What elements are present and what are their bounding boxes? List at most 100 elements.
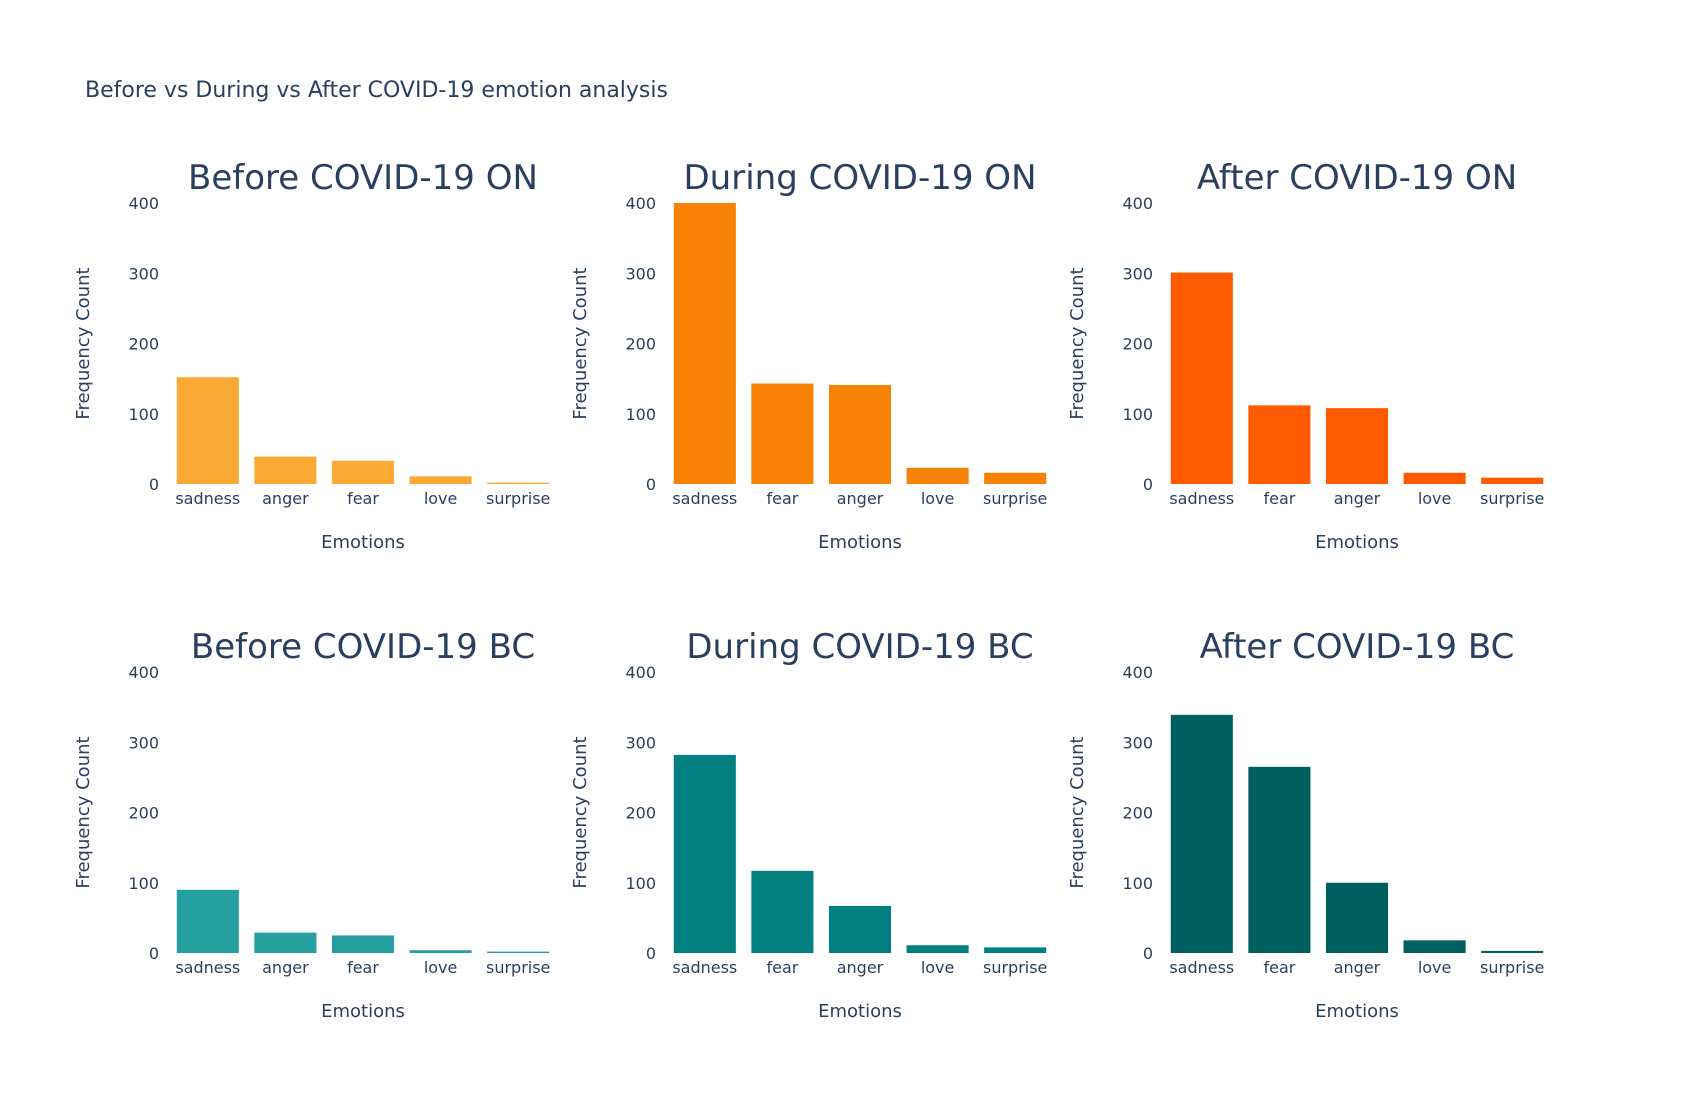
chart-1-y-tick: 400 — [625, 194, 656, 213]
chart-3-y-tick: 300 — [128, 733, 159, 752]
chart-2-y-tick: 100 — [1122, 405, 1153, 424]
chart-4-bar-sadness[interactable] — [673, 754, 736, 953]
chart-5-y-tick: 400 — [1122, 663, 1153, 682]
chart-4-y-tick: 0 — [646, 944, 656, 963]
chart-3-y-label: Frequency Count — [73, 736, 94, 888]
chart-4-y-tick: 100 — [625, 874, 656, 893]
chart-5-bar-surprise[interactable] — [1481, 950, 1544, 953]
chart-2-title: After COVID-19 ON — [1197, 158, 1517, 198]
chart-0-title: Before COVID-19 ON — [188, 158, 538, 198]
chart-2-x-tick: fear — [1263, 489, 1295, 508]
chart-5-x-tick: surprise — [1480, 958, 1544, 977]
chart-5-y-tick: 100 — [1122, 874, 1153, 893]
chart-2-bar-sadness[interactable] — [1170, 272, 1233, 484]
chart-2-bar-anger[interactable] — [1325, 408, 1389, 484]
main-title: Before vs During vs After COVID-19 emoti… — [85, 78, 668, 103]
chart-1-x-tick: sadness — [672, 489, 737, 508]
chart-2-bar-fear[interactable] — [1248, 405, 1311, 484]
chart-3-title: Before COVID-19 BC — [191, 627, 535, 667]
chart-4-x-label: Emotions — [818, 1001, 902, 1022]
chart-5-y-label: Frequency Count — [1067, 736, 1088, 888]
chart-1-x-tick: fear — [766, 489, 798, 508]
chart-5-x-tick: fear — [1263, 958, 1295, 977]
chart-0-bar-surprise[interactable] — [487, 482, 550, 484]
chart-5-x-tick: anger — [1334, 958, 1381, 977]
chart-0-y-tick: 300 — [128, 264, 159, 283]
chart-4-bar-surprise[interactable] — [984, 947, 1047, 953]
chart-4-x-tick: sadness — [672, 958, 737, 977]
chart-1-bar-sadness[interactable] — [673, 203, 736, 484]
chart-5-bar-fear[interactable] — [1248, 766, 1311, 953]
chart-4-bar-anger[interactable] — [828, 905, 892, 953]
chart-1-bar-love[interactable] — [906, 467, 969, 484]
chart-5-x-tick: love — [1418, 958, 1452, 977]
chart-1-x-tick: love — [921, 489, 955, 508]
chart-0-bar-sadness[interactable] — [176, 377, 239, 484]
chart-1-bar-anger[interactable] — [828, 384, 892, 484]
chart-0-y-tick: 200 — [128, 335, 159, 354]
chart-0-x-tick: sadness — [175, 489, 240, 508]
chart-4-bar-love[interactable] — [906, 945, 969, 953]
chart-5-bar-sadness[interactable] — [1170, 714, 1233, 953]
chart-0-y-tick: 100 — [128, 405, 159, 424]
chart-2-y-tick: 0 — [1143, 475, 1153, 494]
chart-3-x-tick: sadness — [175, 958, 240, 977]
chart-0-bar-fear[interactable] — [331, 460, 395, 484]
chart-5-y-tick: 300 — [1122, 733, 1153, 752]
chart-0-x-tick: anger — [262, 489, 309, 508]
chart-2-y-tick: 300 — [1122, 264, 1153, 283]
chart-0-bar-love[interactable] — [409, 476, 472, 484]
chart-4-title: During COVID-19 BC — [686, 627, 1033, 667]
chart-1-y-tick: 0 — [646, 475, 656, 494]
chart-3-bar-anger[interactable] — [254, 932, 317, 953]
chart-2-x-tick: surprise — [1480, 489, 1544, 508]
chart-1-title: During COVID-19 ON — [684, 158, 1037, 198]
chart-0-x-tick: fear — [347, 489, 379, 508]
chart-3-bar-fear[interactable] — [331, 935, 395, 953]
chart-2-y-tick: 200 — [1122, 335, 1153, 354]
chart-4-y-tick: 400 — [625, 663, 656, 682]
chart-4-x-tick: anger — [837, 958, 884, 977]
chart-5-y-tick: 200 — [1122, 804, 1153, 823]
chart-1-x-label: Emotions — [818, 532, 902, 553]
chart-1-y-tick: 200 — [625, 335, 656, 354]
chart-2-x-tick: anger — [1334, 489, 1381, 508]
chart-4-y-tick: 200 — [625, 804, 656, 823]
chart-1-bar-fear[interactable] — [751, 383, 814, 484]
chart-0-x-label: Emotions — [321, 532, 405, 553]
chart-3-x-tick: love — [424, 958, 458, 977]
chart-3-bar-surprise[interactable] — [487, 951, 550, 953]
chart-3-y-tick: 0 — [149, 944, 159, 963]
chart-3-bar-sadness[interactable] — [176, 889, 239, 953]
chart-1-y-tick: 100 — [625, 405, 656, 424]
chart-5-y-tick: 0 — [1143, 944, 1153, 963]
chart-2-bar-surprise[interactable] — [1481, 477, 1544, 484]
chart-4-x-tick: fear — [766, 958, 798, 977]
chart-1-bar-surprise[interactable] — [984, 472, 1047, 484]
chart-5-x-tick: sadness — [1169, 958, 1234, 977]
chart-4-x-tick: surprise — [983, 958, 1047, 977]
chart-4-bar-fear[interactable] — [751, 870, 814, 953]
chart-5-bar-anger[interactable] — [1325, 882, 1389, 953]
chart-3-y-tick: 100 — [128, 874, 159, 893]
chart-1-y-tick: 300 — [625, 264, 656, 283]
chart-4-x-tick: love — [921, 958, 955, 977]
chart-0-x-tick: surprise — [486, 489, 550, 508]
chart-2-y-label: Frequency Count — [1067, 267, 1088, 419]
chart-2-x-tick: sadness — [1169, 489, 1234, 508]
chart-1-x-tick: anger — [837, 489, 884, 508]
chart-3-x-tick: anger — [262, 958, 309, 977]
chart-5-bar-love[interactable] — [1403, 940, 1466, 953]
chart-2-bar-love[interactable] — [1403, 472, 1466, 484]
chart-4-y-tick: 300 — [625, 733, 656, 752]
chart-2-y-tick: 400 — [1122, 194, 1153, 213]
chart-2-x-tick: love — [1418, 489, 1452, 508]
chart-3-bar-love[interactable] — [409, 950, 472, 953]
chart-3-x-tick: fear — [347, 958, 379, 977]
chart-5-title: After COVID-19 BC — [1200, 627, 1515, 667]
chart-0-y-tick: 0 — [149, 475, 159, 494]
chart-5-x-label: Emotions — [1315, 1001, 1399, 1022]
chart-0-bar-anger[interactable] — [254, 456, 317, 484]
chart-1-x-tick: surprise — [983, 489, 1047, 508]
